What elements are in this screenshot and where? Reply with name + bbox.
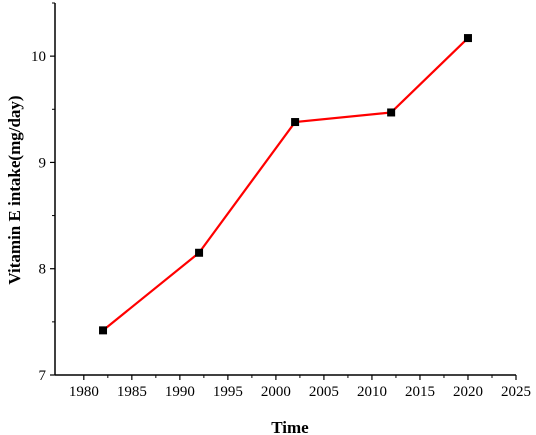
series-line-0 [102,37,469,332]
y-tick-label-7: 7 [39,368,47,384]
y-tick-label-10: 10 [31,49,46,65]
data-point-1992 [195,248,204,257]
x-axis-title: Time [271,418,309,435]
y-axis-title: Vitamin E intake(mg/day) [5,95,24,284]
x-tick-label-2010: 2010 [357,384,387,400]
data-point-2002 [291,118,300,127]
x-tick-label-1990: 1990 [165,384,195,400]
x-tick-label-2015: 2015 [405,384,435,400]
x-tick-label-1980: 1980 [69,384,99,400]
y-tick-label-9: 9 [39,155,47,171]
ticks: 1980 1985 1990 1995 2000 2005 2010 2015 2020 2025… [31,2,531,400]
x-tick-label-2000: 2000 [261,384,291,400]
x-tick-label-1995: 1995 [213,384,243,400]
y-tick-label-8: 8 [39,262,47,278]
x-tick-label-2020: 2020 [453,384,483,400]
data-point-1982 [99,326,108,335]
x-tick-label-1985: 1985 [117,384,147,400]
data-point-2020 [463,34,472,43]
data-point-2012 [387,108,396,117]
series-layer [99,34,472,335]
x-tick-label-2025: 2025 [501,384,531,400]
x-tick-label-2005: 2005 [309,384,339,400]
